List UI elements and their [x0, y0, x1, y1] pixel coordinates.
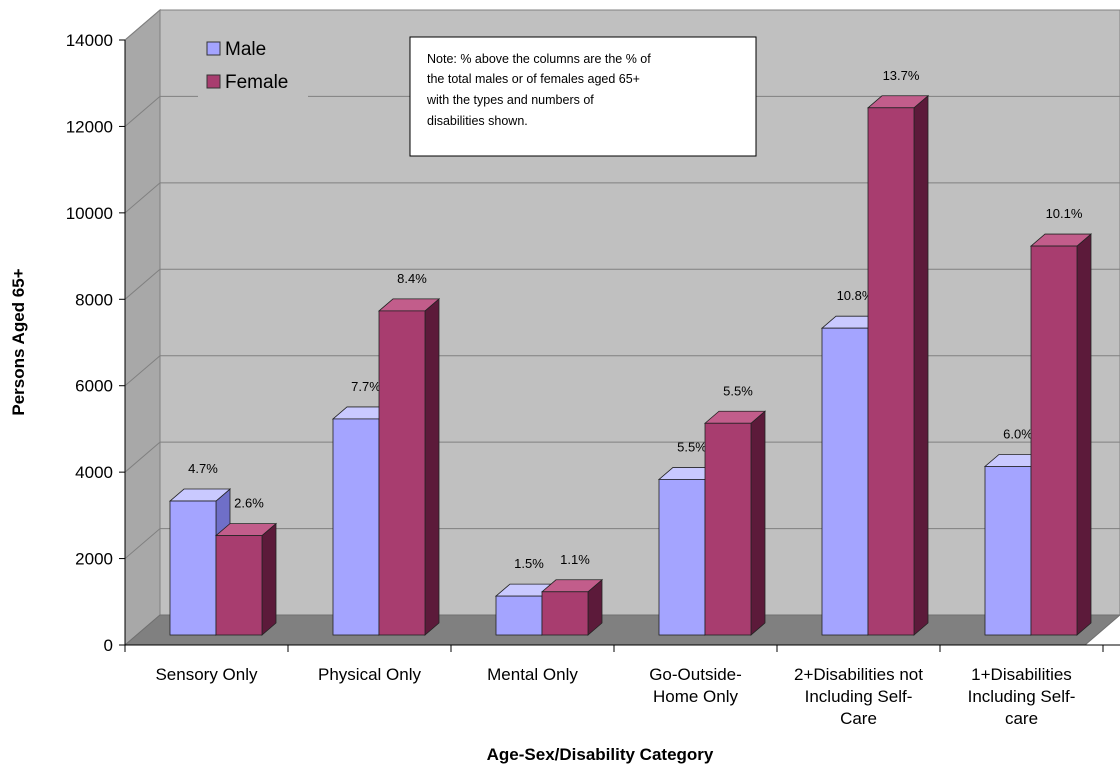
- bar-front: [495, 595, 543, 636]
- bar-female: [377, 298, 441, 636]
- bar-front: [867, 107, 915, 636]
- note-box: [409, 36, 757, 157]
- y-axis-title: Persons Aged 65+: [9, 268, 28, 415]
- y-tick-label: 0: [104, 636, 113, 655]
- category-label: 1+Disabilities Including Self-care: [968, 665, 1076, 728]
- category-label-line: 1+Disabilities: [971, 665, 1072, 684]
- category-label-line: care: [1005, 709, 1038, 728]
- y-tick-label: 8000: [75, 290, 113, 309]
- category-label-line: Go-Outside-: [649, 665, 742, 684]
- y-tick-label: 2000: [75, 550, 113, 569]
- data-label: 8.4%: [397, 271, 427, 286]
- data-label: 2.6%: [234, 496, 264, 511]
- gridline: [124, 441, 1120, 473]
- y-tick-label: 6000: [75, 377, 113, 396]
- bar-female: [540, 578, 604, 636]
- gridline: [124, 268, 1120, 300]
- category-label: Physical Only: [318, 665, 421, 684]
- category-label-line: Physical Only: [318, 665, 421, 684]
- data-label: 7.7%: [351, 379, 381, 394]
- y-tick-labels: 0 2000 4000 6000 8000 10000 12000 14000: [66, 31, 125, 655]
- gridline: [124, 182, 1120, 214]
- category-label-line: Care: [840, 709, 877, 728]
- y-tick-label: 14000: [66, 31, 113, 50]
- legend: Male Female: [198, 33, 308, 97]
- bar-front: [541, 591, 589, 636]
- bar-front: [215, 535, 263, 636]
- legend-swatch-male: [206, 41, 221, 56]
- bar-front: [658, 479, 706, 636]
- legend-label-female: Female: [225, 72, 288, 93]
- bar-front: [378, 310, 426, 636]
- gridline: [124, 95, 1120, 127]
- data-label: 6.0%: [1003, 426, 1033, 441]
- data-label: 13.7%: [883, 68, 920, 83]
- category-label-line: 2+Disabilities not: [794, 665, 923, 684]
- bar-front: [169, 500, 217, 636]
- bar-side: [424, 298, 440, 636]
- note-line: with the types and numbers of: [426, 93, 594, 107]
- gridline: [124, 528, 1120, 559]
- bar-front: [332, 418, 380, 636]
- gridline: [124, 9, 1120, 41]
- category-label: 2+Disabilities not Including Self- Care: [794, 665, 923, 728]
- bar-side: [1076, 233, 1092, 636]
- bar-side: [261, 522, 277, 636]
- data-label: 1.5%: [514, 556, 544, 571]
- side-wall: [124, 8, 161, 647]
- data-label: 4.7%: [188, 461, 218, 476]
- data-label: 10.8%: [837, 288, 874, 303]
- category-label: Sensory Only: [155, 665, 258, 684]
- data-label: 1.1%: [560, 552, 590, 567]
- bar-side: [750, 410, 766, 636]
- x-axis-title: Age-Sex/Disability Category: [487, 745, 714, 764]
- category-label-line: Including Self-: [968, 687, 1076, 706]
- bar-female: [703, 410, 767, 636]
- note-line: the total males or of females aged 65+: [427, 72, 640, 86]
- bar-female: [214, 522, 278, 636]
- gridlines: [124, 9, 1120, 559]
- legend-swatch-female: [206, 74, 221, 89]
- note-annotation: Note: % above the columns are the % of t…: [409, 36, 757, 157]
- note-line: Note: % above the columns are the % of: [427, 52, 651, 66]
- bar-front: [1030, 245, 1078, 636]
- gridline: [124, 355, 1120, 387]
- category-label-line: Including Self-: [805, 687, 913, 706]
- bar-front: [984, 466, 1032, 636]
- category-label-line: Home Only: [653, 687, 739, 706]
- data-label: 5.5%: [723, 383, 753, 398]
- y-tick-label: 12000: [66, 117, 113, 136]
- note-line: disabilities shown.: [427, 114, 528, 128]
- category-label: Mental Only: [487, 665, 578, 684]
- category-label-line: Sensory Only: [155, 665, 258, 684]
- bar-front: [704, 422, 752, 636]
- category-labels: Sensory Only Physical Only Mental Only Go-O…: [124, 645, 1104, 728]
- y-tick-label: 10000: [66, 204, 113, 223]
- data-label: 5.5%: [677, 439, 707, 454]
- category-label-line: Mental Only: [487, 665, 578, 684]
- y-tick-label: 4000: [75, 463, 113, 482]
- bar-female: [866, 94, 930, 636]
- legend-label-male: Male: [225, 39, 266, 60]
- bar-front: [821, 327, 869, 636]
- data-label: 10.1%: [1046, 206, 1083, 221]
- bar-female: [1029, 233, 1093, 636]
- category-label: Go-Outside- Home Only: [649, 665, 742, 706]
- bar-series: 4.7% 2.6% 7.7% 8.4% 1.5% 1.1% 5.5% 5.5% 10.8% 13.…: [168, 68, 1093, 636]
- bar-side: [913, 94, 929, 636]
